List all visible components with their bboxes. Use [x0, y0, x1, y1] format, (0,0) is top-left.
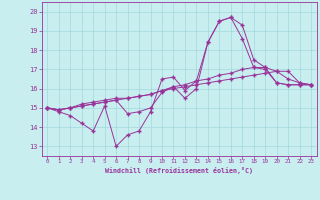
X-axis label: Windchill (Refroidissement éolien,°C): Windchill (Refroidissement éolien,°C) [105, 167, 253, 174]
